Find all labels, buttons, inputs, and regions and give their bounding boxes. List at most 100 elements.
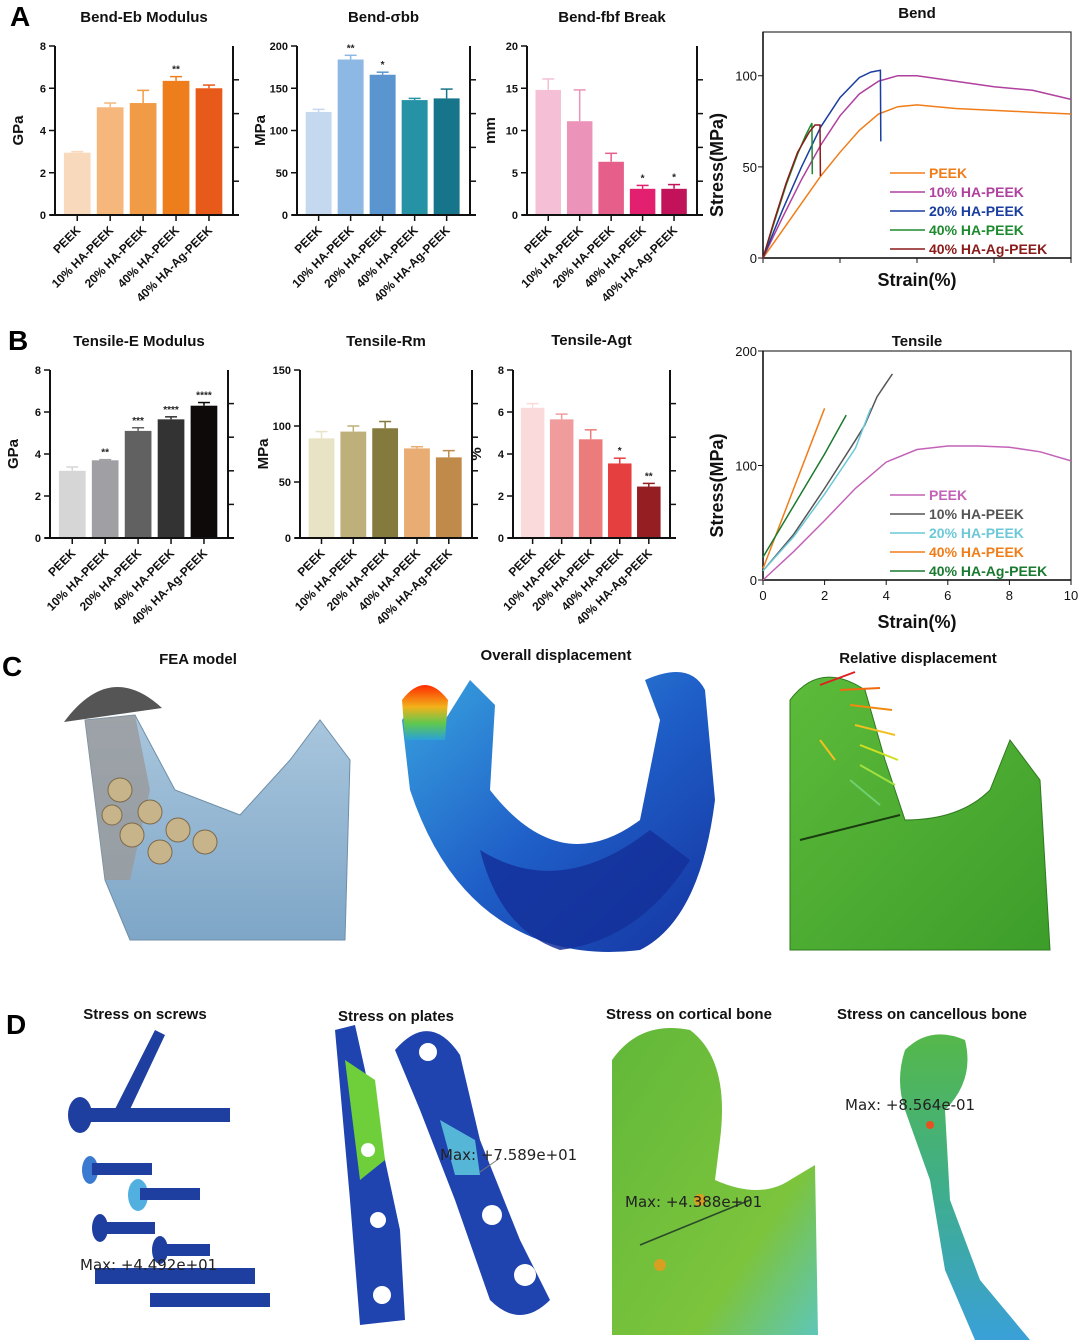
screws-image <box>68 1030 270 1307</box>
legend-label: 40% HA-Ag-PEEK <box>929 241 1047 257</box>
y-tick-label: 0 <box>498 533 504 545</box>
y-tick-label: 200 <box>735 344 757 359</box>
y-tick-label: 4 <box>498 449 505 461</box>
series-line <box>762 69 882 259</box>
chart-title: Bend-Eb Modulus <box>80 9 208 26</box>
y-axis-label: GPa <box>5 438 22 469</box>
legend-label: 40% HA-PEEK <box>929 544 1024 560</box>
y-tick-label: 6 <box>498 407 504 419</box>
legend-label: 40% HA-Ag-PEEK <box>929 563 1047 579</box>
y-axis-label: MPa <box>255 438 272 470</box>
cancellous-max-label: Max: +8.564e-01 <box>845 1096 975 1114</box>
chart-title: Bend <box>898 5 936 22</box>
bar <box>337 59 364 214</box>
y-tick-label: 50 <box>743 160 757 175</box>
y-tick-label: 50 <box>279 477 291 489</box>
bar <box>566 121 593 214</box>
condyle-head-dome <box>64 687 162 722</box>
x-tick-label: 10 <box>1064 588 1078 603</box>
legend-label: PEEK <box>929 487 967 503</box>
y-tick-label: 6 <box>35 407 41 419</box>
bar <box>195 88 223 214</box>
significance-marker: ** <box>172 65 180 76</box>
chart-title: Bend-fbf Break <box>558 9 666 26</box>
panel-label-c: C <box>2 651 22 682</box>
bar <box>435 457 462 537</box>
plot-frame <box>762 31 1072 259</box>
series-line <box>762 124 822 259</box>
y-axis-label: % <box>468 447 485 460</box>
legend-label: 20% HA-PEEK <box>929 203 1024 219</box>
legend-label: 40% HA-PEEK <box>929 222 1024 238</box>
legend-label: 10% HA-PEEK <box>929 184 1024 200</box>
significance-marker: ** <box>347 43 355 54</box>
chart-title: Tensile-Rm <box>346 333 426 350</box>
legend-label: 20% HA-PEEK <box>929 525 1024 541</box>
y-tick-label: 100 <box>273 421 291 433</box>
significance-marker: * <box>381 60 385 71</box>
panel-c: FEA model Overall displacement Relative … <box>64 647 1051 952</box>
y-tick-label: 200 <box>270 41 288 53</box>
bar <box>598 161 624 214</box>
stress-cancellous-title: Stress on cancellous bone <box>837 1006 1027 1023</box>
chart-title: Bend-σbb <box>348 9 419 26</box>
y-tick-label: 150 <box>270 83 288 95</box>
y-tick-label: 20 <box>506 41 518 53</box>
significance-marker: **** <box>196 391 212 402</box>
relative-displacement-title: Relative displacement <box>839 650 997 667</box>
significance-marker: * <box>641 173 645 184</box>
bar <box>369 74 396 214</box>
series-line <box>762 414 847 558</box>
x-axis-label: Strain(%) <box>877 612 956 632</box>
significance-marker: *** <box>132 416 144 427</box>
y-tick-label: 4 <box>40 126 47 138</box>
stress-cortical-title: Stress on cortical bone <box>606 1006 772 1023</box>
chart-title: Tensile <box>892 333 943 350</box>
stress-screws-title: Stress on screws <box>83 1006 206 1023</box>
bar <box>190 405 218 537</box>
chart-title: Tensile-Agt <box>551 332 632 349</box>
bar <box>157 419 185 537</box>
series-line <box>762 408 872 572</box>
bar <box>520 407 545 537</box>
y-tick-label: 0 <box>512 210 518 222</box>
bar <box>305 111 332 214</box>
series-line <box>762 445 1072 581</box>
fea-model-image <box>64 687 351 941</box>
y-tick-label: 15 <box>506 83 518 95</box>
cancellous-bone-image <box>900 1034 1030 1340</box>
y-axis-label: mm <box>482 117 499 144</box>
y-tick-label: 5 <box>512 168 518 180</box>
y-tick-label: 0 <box>282 210 288 222</box>
x-tick-label: 0 <box>759 588 766 603</box>
y-tick-label: 8 <box>498 365 504 377</box>
y-axis-label: MPa <box>252 114 269 146</box>
overall-displacement-image <box>402 672 715 952</box>
bar <box>578 439 603 537</box>
bar <box>535 89 561 214</box>
y-tick-label: 2 <box>35 491 41 503</box>
y-tick-label: 2 <box>498 491 504 503</box>
y-tick-label: 0 <box>750 573 757 588</box>
stress-plates-title: Stress on plates <box>338 1008 454 1025</box>
bar <box>124 430 152 537</box>
bar <box>162 80 190 214</box>
y-tick-label: 10 <box>506 126 518 138</box>
bar <box>63 152 91 214</box>
bar <box>549 419 574 537</box>
bar <box>372 428 399 537</box>
legend-label: PEEK <box>929 165 967 181</box>
y-tick-label: 50 <box>276 168 288 180</box>
fea-model-title: FEA model <box>159 651 237 668</box>
bar <box>433 98 460 214</box>
relative-displacement-image <box>789 671 1051 951</box>
plates-max-label: Max: +7.589e+01 <box>440 1146 577 1164</box>
cortical-bone-image <box>612 1028 818 1335</box>
bar <box>340 431 367 537</box>
y-tick-label: 100 <box>735 69 757 84</box>
bar <box>58 470 86 537</box>
